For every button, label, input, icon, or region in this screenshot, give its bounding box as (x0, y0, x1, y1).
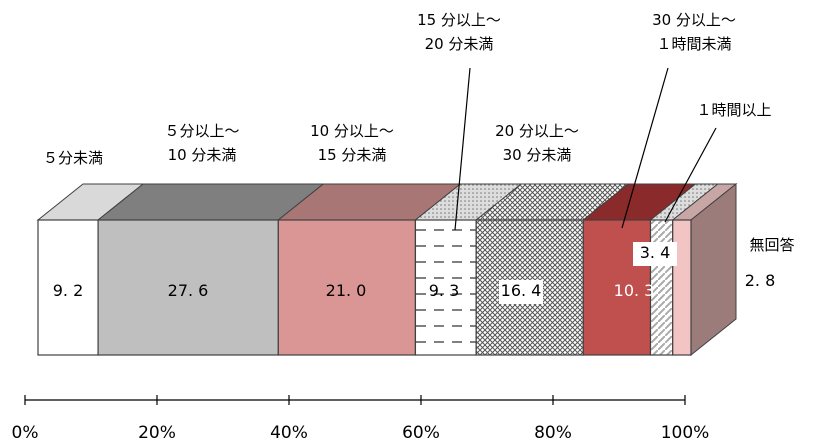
value-label-4: 9. 3 (429, 281, 460, 300)
bars-group (36, 182, 738, 357)
value-label-5: 16. 4 (501, 281, 542, 300)
value-label-7: 3. 4 (640, 243, 671, 262)
x-tick-label-4: 80% (534, 423, 572, 443)
category-label-7: １時間以上 (696, 101, 771, 119)
bar-segment-3 (277, 219, 417, 356)
category-label-2: ５分以上～ 10 分未満 (164, 122, 239, 164)
leader-line-4 (454, 67, 471, 231)
value-label-bg-7 (633, 242, 677, 266)
category-label-3: 10 分以上～ 15 分未満 (310, 122, 394, 164)
leader-line-7 (664, 127, 717, 223)
x-tick-label-5: 100% (661, 423, 710, 443)
category-label-6: 30 分以上～１時間未満 (652, 11, 736, 53)
category-label-4: 15 分以上～ 20 分未満 (417, 11, 501, 53)
category-label-5: 20 分以上～ 30 分未満 (495, 122, 579, 164)
value-label-6: 10. 3 (614, 281, 655, 300)
x-tick-label-3: 60% (402, 423, 440, 443)
labels-group: 9. 2 27. 6 21. 0 9. 3 16. 4 10. 3 3. 4 2. 8 ５分未満… (43, 11, 795, 304)
x-tick-label-1: 20% (138, 423, 176, 443)
bar-segment-1 (37, 219, 99, 356)
leader-line-6 (621, 67, 669, 229)
bar-segment-8 (672, 219, 692, 356)
category-label-1: ５分未満 (43, 149, 103, 167)
value-label-3: 21. 0 (326, 281, 367, 300)
x-axis: 0% 20% 40% 60% 80% 100% (12, 395, 710, 443)
value-label-bg-5 (499, 280, 543, 304)
bar-segment-4 (414, 219, 477, 356)
value-label-8: 2. 8 (745, 271, 776, 290)
category-label-8: 無回答 (749, 236, 794, 254)
x-tick-label-0: 0% (12, 423, 39, 443)
value-label-2: 27. 6 (168, 281, 209, 300)
bar-segment-2 (97, 219, 279, 356)
x-tick-label-2: 40% (270, 423, 308, 443)
value-label-1: 9. 2 (53, 281, 84, 300)
